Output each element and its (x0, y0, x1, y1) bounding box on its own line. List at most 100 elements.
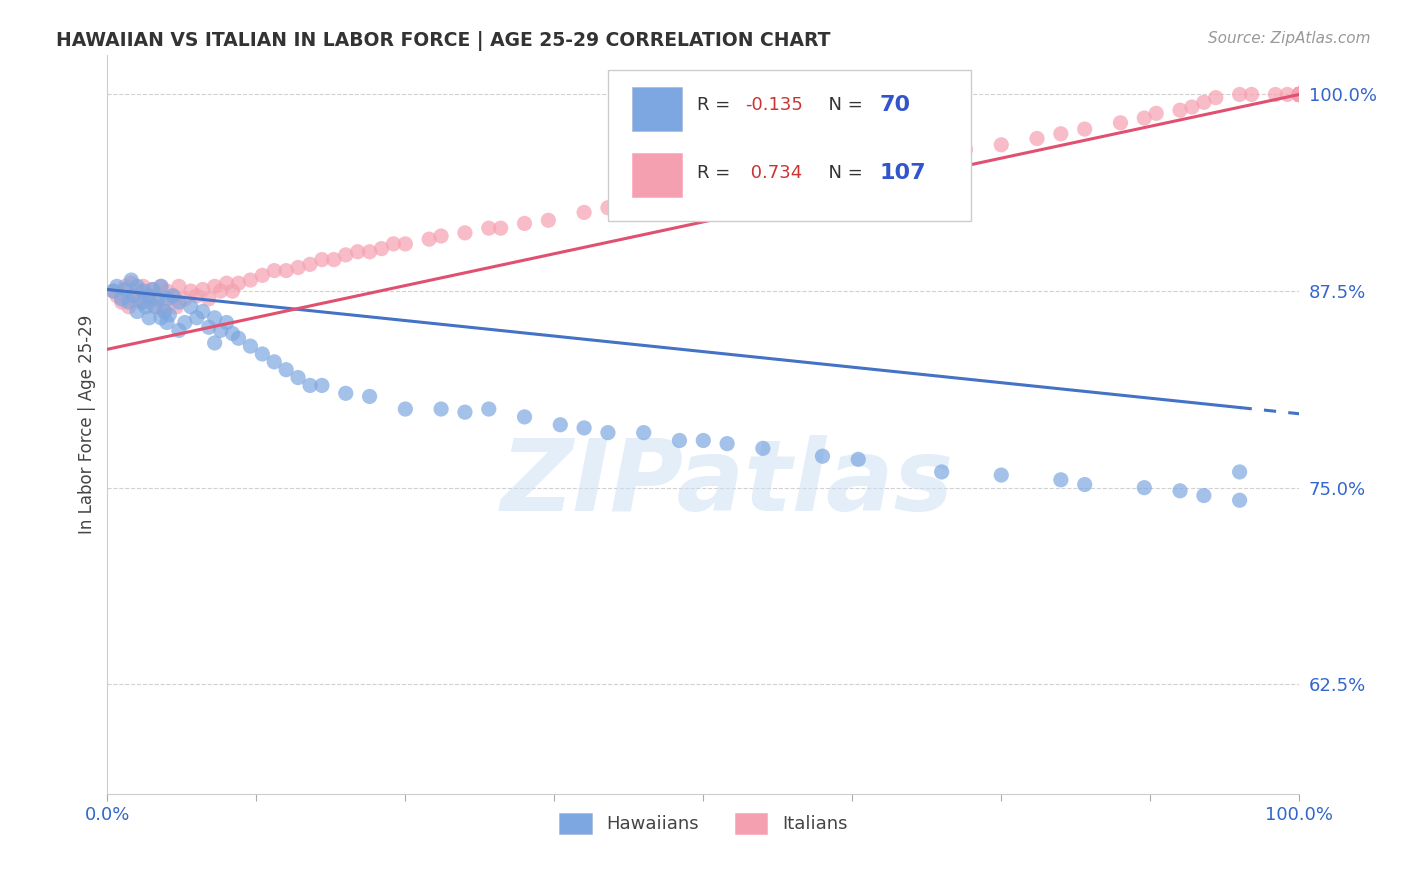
Point (430, 229, 453, 244)
Text: 0.734: 0.734 (745, 164, 803, 183)
Point (752, 174, 775, 188)
Point (215, 276, 238, 290)
Point (633, 425, 655, 440)
Point (716, 436, 738, 450)
Point (162, 289, 184, 303)
Text: R =: R = (697, 96, 737, 114)
Point (111, 292, 134, 306)
Point (692, 185, 714, 199)
Point (1192, 489, 1215, 503)
Point (153, 304, 176, 318)
Point (103, 284, 125, 298)
Point (150, 279, 173, 293)
Point (143, 300, 166, 314)
Point (252, 347, 274, 361)
Point (478, 402, 501, 417)
Point (180, 300, 202, 314)
Point (907, 150, 929, 164)
Point (454, 226, 477, 240)
Point (134, 289, 156, 303)
Point (204, 279, 226, 293)
Point (382, 236, 405, 251)
Point (1288, 87, 1310, 102)
Legend: Hawaiians, Italians: Hawaiians, Italians (553, 805, 855, 841)
Point (132, 279, 155, 293)
Point (120, 273, 142, 287)
Point (1288, 87, 1310, 102)
Point (1288, 87, 1310, 102)
Point (276, 263, 298, 277)
Point (153, 304, 176, 318)
Point (1240, 87, 1263, 102)
Point (1264, 87, 1286, 102)
Point (1288, 87, 1310, 102)
Point (228, 331, 250, 345)
Point (1288, 87, 1310, 102)
Point (157, 308, 180, 322)
Point (143, 289, 166, 303)
Point (252, 268, 274, 283)
Point (122, 289, 145, 303)
Point (173, 316, 195, 330)
Point (335, 248, 357, 262)
Point (1288, 87, 1310, 102)
Text: ZIPatlas: ZIPatlas (501, 435, 953, 533)
Point (197, 292, 219, 306)
Point (1050, 127, 1073, 141)
Point (1288, 87, 1310, 102)
Point (513, 216, 536, 230)
Point (228, 276, 250, 290)
Point (1288, 87, 1310, 102)
Y-axis label: In Labor Force | Age 25-29: In Labor Force | Age 25-29 (79, 315, 96, 534)
Point (298, 378, 321, 392)
Point (114, 279, 136, 293)
Point (1288, 87, 1310, 102)
Point (657, 194, 679, 209)
Point (1288, 87, 1310, 102)
Point (191, 304, 214, 318)
Point (955, 143, 977, 157)
FancyBboxPatch shape (607, 70, 972, 221)
Point (105, 289, 128, 303)
Point (146, 292, 169, 306)
Text: N =: N = (817, 164, 868, 183)
Point (478, 221, 501, 235)
Point (1288, 87, 1310, 102)
Point (572, 205, 595, 219)
Point (668, 434, 690, 448)
Point (142, 283, 165, 297)
Point (156, 316, 179, 330)
Point (167, 323, 190, 337)
Point (103, 284, 125, 298)
Point (263, 263, 285, 277)
Point (370, 242, 392, 256)
Point (186, 310, 208, 325)
Point (197, 320, 219, 334)
Point (752, 442, 775, 456)
Text: Source: ZipAtlas.com: Source: ZipAtlas.com (1208, 31, 1371, 46)
Point (1277, 87, 1299, 102)
Point (204, 310, 226, 325)
Point (150, 279, 173, 293)
Point (1288, 87, 1310, 102)
Point (1288, 87, 1310, 102)
Point (122, 292, 145, 306)
Point (180, 284, 202, 298)
Point (359, 389, 381, 403)
Point (138, 310, 160, 325)
Point (454, 405, 477, 419)
Point (132, 284, 155, 298)
Point (1073, 477, 1095, 491)
Point (311, 252, 333, 267)
Point (132, 295, 155, 310)
Point (596, 425, 619, 440)
Point (118, 295, 141, 310)
Point (1288, 87, 1310, 102)
Point (186, 289, 208, 303)
Point (1288, 87, 1310, 102)
Point (1192, 95, 1215, 110)
Point (167, 279, 190, 293)
Text: N =: N = (817, 96, 868, 114)
Point (215, 316, 238, 330)
Point (633, 197, 655, 211)
